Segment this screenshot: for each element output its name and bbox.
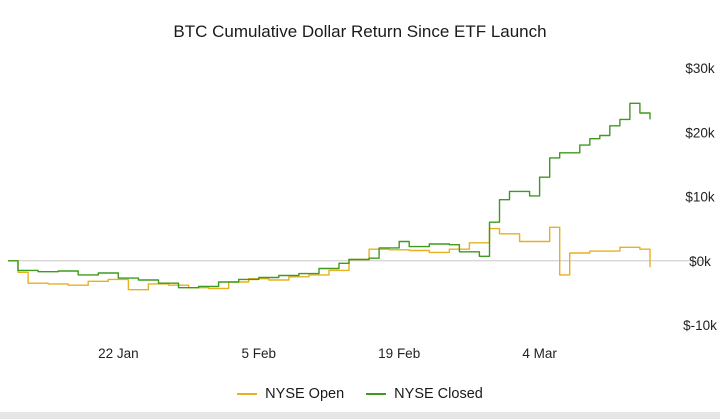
legend-swatch: [366, 393, 387, 395]
legend-item-nyse-open: NYSE Open: [237, 386, 344, 402]
x-axis-ticks: 22 Jan 5 Feb 19 Feb 4 Mar: [98, 346, 557, 361]
legend-item-nyse-closed: NYSE Closed: [366, 386, 483, 402]
x-tick-label: 19 Feb: [378, 346, 420, 361]
y-tick-label: $10k: [685, 190, 715, 205]
series-group: [8, 102, 651, 291]
series-line-nyse-closed: [8, 102, 651, 289]
x-tick-label: 4 Mar: [522, 346, 557, 361]
y-tick-label: $30k: [685, 61, 715, 76]
legend-label: NYSE Closed: [394, 386, 483, 402]
chart-title: BTC Cumulative Dollar Return Since ETF L…: [173, 22, 547, 41]
legend-label: NYSE Open: [265, 386, 345, 402]
y-tick-label: $0k: [689, 254, 711, 269]
x-tick-label: 5 Feb: [242, 346, 277, 361]
series-line-nyse-open: [8, 226, 651, 291]
legend-swatch: [237, 393, 258, 395]
y-axis-ticks: $30k $20k $10k $0k $-10k: [683, 61, 717, 333]
legend: NYSE Open NYSE Closed: [0, 386, 720, 402]
y-tick-label: $-10k: [683, 318, 717, 333]
x-tick-label: 22 Jan: [98, 346, 139, 361]
y-tick-label: $20k: [685, 125, 715, 140]
